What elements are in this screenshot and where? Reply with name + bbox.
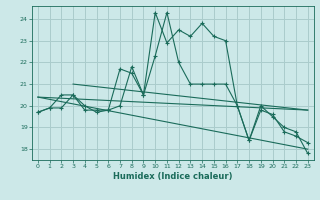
X-axis label: Humidex (Indice chaleur): Humidex (Indice chaleur) xyxy=(113,172,233,181)
